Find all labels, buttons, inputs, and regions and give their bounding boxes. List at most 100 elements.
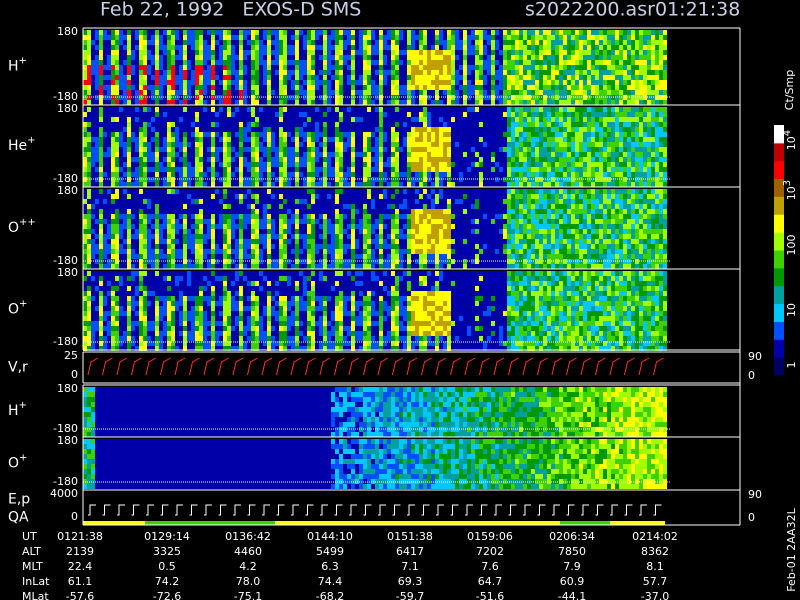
cell [215, 55, 219, 60]
cell [151, 234, 155, 239]
cell [591, 35, 595, 40]
cell [487, 147, 491, 152]
cell [91, 65, 95, 70]
cell [311, 50, 315, 55]
cell [295, 147, 299, 152]
cell [511, 147, 515, 152]
cell [447, 85, 451, 90]
cell [639, 122, 643, 127]
cell [351, 132, 355, 137]
cell [599, 127, 603, 132]
cell [211, 90, 215, 95]
cell [243, 100, 247, 105]
cell [103, 199, 107, 204]
cell [163, 224, 167, 229]
cell [191, 100, 195, 105]
cell [607, 172, 611, 177]
cell [463, 132, 467, 137]
cell [103, 30, 107, 35]
cell [591, 45, 595, 50]
cell [587, 122, 591, 127]
cell [475, 132, 479, 137]
cell [579, 45, 583, 50]
cell [407, 152, 411, 157]
cell [199, 35, 203, 40]
cell [303, 55, 307, 60]
cell [171, 60, 175, 65]
cell [199, 30, 203, 35]
cell [527, 60, 531, 65]
cell [535, 30, 539, 35]
cell [163, 117, 167, 122]
cell [659, 35, 663, 40]
cell [207, 107, 211, 112]
cell [363, 152, 367, 157]
cell [479, 182, 483, 187]
cell [139, 229, 143, 234]
cell [131, 107, 135, 112]
cell [171, 35, 175, 40]
cell [167, 157, 171, 162]
cell [615, 80, 619, 85]
cell [467, 100, 471, 105]
cell [487, 45, 491, 50]
cell [435, 45, 439, 50]
cell [611, 162, 615, 167]
cell [203, 45, 207, 50]
cell [607, 55, 611, 60]
cell [419, 75, 423, 80]
cell [219, 65, 223, 70]
cell [155, 50, 159, 55]
cell [611, 172, 615, 177]
cell [131, 254, 135, 259]
cell [559, 117, 563, 122]
cell [423, 117, 427, 122]
cell [123, 35, 127, 40]
cell [115, 112, 119, 117]
cell [131, 85, 135, 90]
cell [419, 127, 423, 132]
cell [515, 127, 519, 132]
cell [423, 107, 427, 112]
cell [91, 219, 95, 224]
cell [375, 50, 379, 55]
cell [483, 182, 487, 187]
cell [455, 70, 459, 75]
cell [515, 167, 519, 172]
cell [83, 75, 87, 80]
cell [171, 127, 175, 132]
cell [415, 167, 419, 172]
cell [567, 60, 571, 65]
cell [551, 85, 555, 90]
cell [127, 90, 131, 95]
cell [359, 85, 363, 90]
cell [471, 35, 475, 40]
cell [547, 90, 551, 95]
cell [375, 127, 379, 132]
cell [219, 122, 223, 127]
cell [367, 122, 371, 127]
cell [91, 40, 95, 45]
spectrogram-cells [83, 30, 667, 489]
cell [119, 122, 123, 127]
cell [555, 45, 559, 50]
cell [371, 100, 375, 105]
cell [487, 117, 491, 122]
cell [475, 75, 479, 80]
cell [187, 147, 191, 152]
cell [111, 70, 115, 75]
cell [575, 127, 579, 132]
cell [463, 90, 467, 95]
cell [147, 229, 151, 234]
cell [559, 107, 563, 112]
cell [387, 142, 391, 147]
cell [563, 147, 567, 152]
cell [151, 229, 155, 234]
cell [411, 172, 415, 177]
cell [183, 162, 187, 167]
cell [635, 45, 639, 50]
cell [451, 132, 455, 137]
cell [415, 142, 419, 147]
cell [559, 55, 563, 60]
cell [415, 90, 419, 95]
